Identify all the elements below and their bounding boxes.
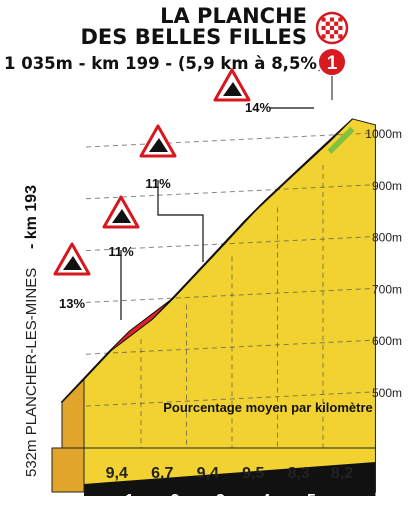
grid-line-700m [85,287,374,303]
elevation-label-800m: 800m [372,231,402,245]
max-gradient-label: 11% [145,176,171,191]
gradient-value-km3: 9,5 [242,465,264,482]
km-tick-5: 5 [307,492,316,509]
elevation-label-900m: 900m [372,179,402,193]
warning-triangle-icon [53,242,91,276]
gradient-labels: 9,4 6,7 9,4 9,5 8,3 8,2 1 2 3 4 5 [106,465,354,509]
km-tick-4: 4 [262,492,271,509]
elevation-label-700m: 700m [372,282,402,296]
warning-triangle-icon [102,195,140,229]
climb-subtitle: 1 035m - km 199 - (5,9 km à 8,5%) [4,54,325,73]
elevation-grid [85,132,374,472]
mountain-body [61,118,376,493]
sign-leader-line [157,180,204,262]
km-tick-1: 1 [125,492,134,509]
gradient-value-km0: 9,4 [106,465,128,482]
base-km-strip [51,447,376,496]
finish-line-stripe [327,126,355,154]
finish-flag-icon [315,11,349,45]
road-segment-km5 [288,118,353,181]
climb-title-line1: LA PLANCHE [160,4,307,28]
km-marker-band [84,462,376,496]
start-location-label: 532m PLANCHER-LES-MINES [23,268,40,477]
grid-line-900m [85,184,374,200]
grid-line-600m [85,339,374,355]
elevation-axis-labels: 500m 600m 700m 800m 900m 1000m [365,127,402,400]
max-gradient-label: 13% [59,296,85,311]
gradient-value-km4: 8,3 [288,465,310,482]
km-tick-3: 3 [216,492,225,509]
warning-triangle-icon [213,68,251,102]
base-strip-left-face [51,447,85,493]
warning-triangle-icon [139,124,177,158]
finish-number-badge: 1 [317,47,347,77]
gradient-value-km5: 8,2 [331,465,353,482]
grid-line-500m [85,391,374,407]
road-ribbon [60,118,355,403]
elevation-label-500m: 500m [372,386,402,400]
max-gradient-label: 14% [245,100,271,115]
gradient-value-km2: 9,4 [197,465,219,482]
grid-line-1000m [85,132,374,148]
start-km-label: - km 193 [23,185,40,249]
elevation-label-600m: 600m [372,334,402,348]
km-tick-2: 2 [171,492,180,509]
mountain-front-face [83,118,376,449]
finish-number: 1 [327,53,338,74]
gradient-value-km1: 6,7 [151,465,173,482]
max-gradient-label: 11% [108,244,134,259]
max-gradient-signs: 13% 11% 11% 14% [53,68,314,320]
grid-line-800m [85,236,374,252]
climb-title-line2: DES BELLES FILLES [81,25,308,49]
elevation-label-1000m: 1000m [365,127,402,141]
start-side-label: 532m PLANCHER-LES-MINES - km 193 [23,185,40,477]
chart-subtitle: Pourcentage moyen par kilomètre [163,400,373,415]
